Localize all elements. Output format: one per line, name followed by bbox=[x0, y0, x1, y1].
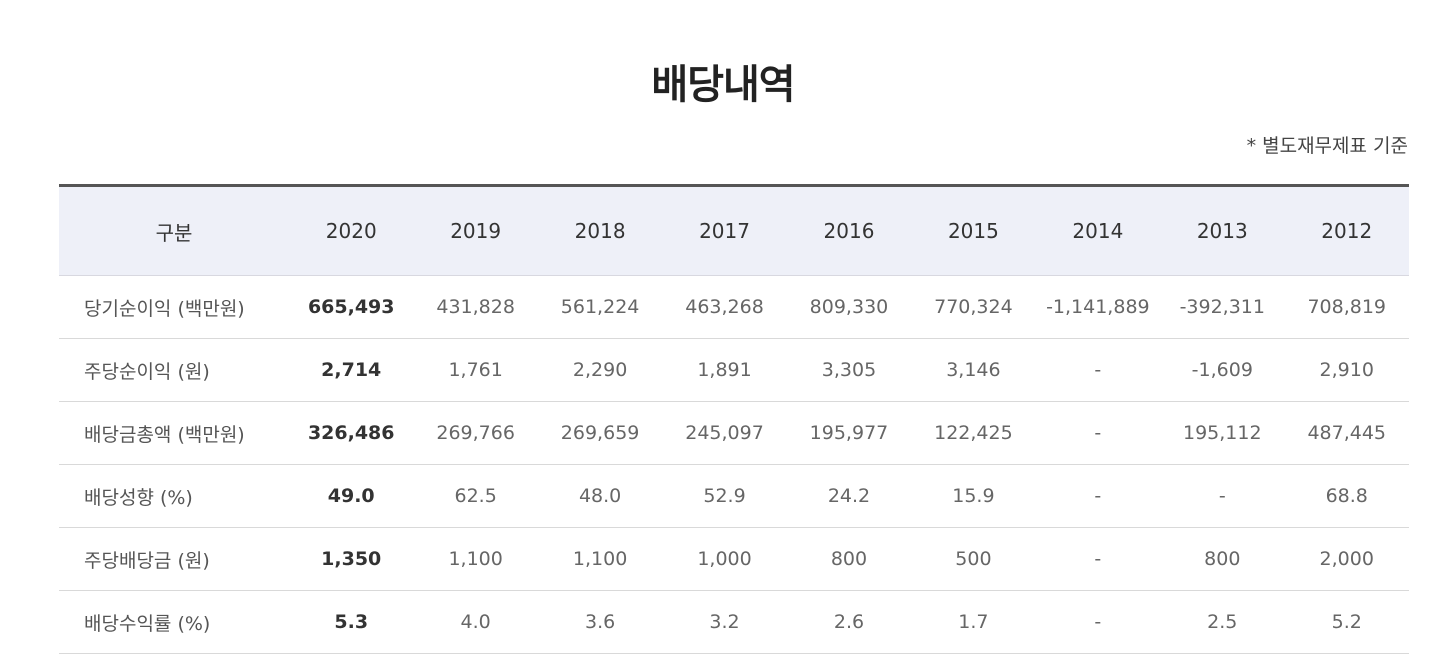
table-cell: 500 bbox=[955, 548, 992, 570]
row-label: 배당수익률 (%) bbox=[84, 612, 211, 635]
table-row-payout-ratio: 배당성향 (%) 49.0 62.5 48.0 52.9 24.2 15.9 -… bbox=[59, 465, 1409, 528]
table-cell: 49.0 bbox=[327, 485, 375, 507]
table-cell: 1,000 bbox=[697, 548, 752, 570]
header-year: 2013 bbox=[1196, 219, 1248, 243]
table-cell: 2.5 bbox=[1207, 611, 1238, 633]
table-cell: 2,714 bbox=[321, 359, 382, 381]
table-cell: 2,000 bbox=[1319, 548, 1374, 570]
table-header-row: 구분 2020 2019 2018 2017 2016 2015 2014 20… bbox=[59, 185, 1409, 276]
table-cell: 665,493 bbox=[307, 296, 395, 318]
table-row-eps: 주당순이익 (원) 2,714 1,761 2,290 1,891 3,305 … bbox=[59, 339, 1409, 402]
header-year: 2015 bbox=[947, 219, 999, 243]
header-year: 2019 bbox=[450, 219, 502, 243]
basis-note: * 별도재무제표 기준 bbox=[1246, 135, 1408, 157]
table-cell: 463,268 bbox=[685, 296, 764, 318]
table-cell: 24.2 bbox=[827, 485, 871, 507]
table-cell: 326,486 bbox=[307, 422, 395, 444]
table-row-dividend-yield: 배당수익률 (%) 5.3 4.0 3.6 3.2 2.6 1.7 - 2.5 … bbox=[59, 591, 1409, 654]
table-cell: 1,350 bbox=[321, 548, 382, 570]
table-cell: 195,977 bbox=[809, 422, 889, 444]
row-label: 당기순이익 (백만원) bbox=[84, 297, 245, 320]
header-year: 2017 bbox=[699, 219, 750, 243]
row-label: 배당금총액 (백만원) bbox=[84, 423, 245, 446]
table-cell: 122,425 bbox=[934, 422, 1013, 444]
header-year: 2012 bbox=[1321, 219, 1373, 243]
row-label: 주당순이익 (원) bbox=[84, 360, 210, 383]
header-year: 2020 bbox=[325, 219, 377, 243]
table-cell: - bbox=[1218, 485, 1226, 507]
table-cell: 68.8 bbox=[1325, 485, 1368, 507]
table-cell: -1,609 bbox=[1191, 359, 1253, 381]
table-cell: - bbox=[1094, 422, 1102, 444]
page-title: 배당내역 bbox=[651, 61, 795, 108]
row-label: 배당성향 (%) bbox=[84, 486, 193, 509]
table-cell: 3,305 bbox=[821, 359, 877, 381]
table-cell: 62.5 bbox=[454, 485, 497, 507]
table-cell: 3.2 bbox=[709, 611, 740, 633]
table-cell: 4.0 bbox=[460, 611, 491, 633]
table-cell: 2,910 bbox=[1319, 359, 1374, 381]
table-cell: 52.9 bbox=[703, 485, 746, 507]
table-cell: -1,141,889 bbox=[1046, 296, 1150, 318]
table-cell: -392,311 bbox=[1179, 296, 1265, 318]
table-cell: 561,224 bbox=[560, 296, 640, 318]
table-row-total-dividend: 배당금총액 (백만원) 326,486 269,766 269,659 245,… bbox=[59, 402, 1409, 465]
table-cell: 48.0 bbox=[578, 485, 622, 507]
table-cell: 809,330 bbox=[809, 296, 889, 318]
table-cell: 2.6 bbox=[833, 611, 865, 633]
table-cell: 1,891 bbox=[697, 359, 752, 381]
table-cell: 269,766 bbox=[436, 422, 515, 444]
table-cell: 269,659 bbox=[560, 422, 640, 444]
table-cell: 770,324 bbox=[934, 296, 1013, 318]
row-label: 주당배당금 (원) bbox=[84, 549, 210, 572]
table-cell: - bbox=[1094, 359, 1102, 381]
table-cell: - bbox=[1094, 485, 1102, 507]
table-cell: - bbox=[1094, 548, 1102, 570]
table-cell: 3.6 bbox=[584, 611, 616, 633]
header-year: 2016 bbox=[823, 219, 875, 243]
table-cell: 487,445 bbox=[1307, 422, 1387, 444]
table-cell: 800 bbox=[1204, 548, 1241, 570]
table-cell: 195,112 bbox=[1182, 422, 1262, 444]
table-cell: 2,290 bbox=[572, 359, 628, 381]
table-cell: 708,819 bbox=[1307, 296, 1387, 318]
dividend-table: 구분 2020 2019 2018 2017 2016 2015 2014 20… bbox=[59, 184, 1409, 654]
table-row-net-income: 당기순이익 (백만원) 665,493 431,828 561,224 463,… bbox=[59, 276, 1409, 339]
table-cell: 1,761 bbox=[448, 359, 503, 381]
table-cell: 800 bbox=[830, 548, 868, 570]
table-cell: - bbox=[1094, 611, 1102, 633]
table-cell: 15.9 bbox=[952, 485, 995, 507]
table-cell: 5.2 bbox=[1331, 611, 1362, 633]
table-cell: 5.3 bbox=[334, 611, 369, 633]
table-cell: 431,828 bbox=[436, 296, 515, 318]
table-cell: 3,146 bbox=[946, 359, 1001, 381]
table-cell: 1,100 bbox=[572, 548, 628, 570]
table-row-dps: 주당배당금 (원) 1,350 1,100 1,100 1,000 800 50… bbox=[59, 528, 1409, 591]
table-cell: 1,100 bbox=[448, 548, 503, 570]
header-label: 구분 bbox=[155, 220, 193, 245]
table-cell: 1.7 bbox=[958, 611, 989, 633]
header-year: 2014 bbox=[1072, 219, 1124, 243]
table-cell: 245,097 bbox=[685, 422, 764, 444]
header-year: 2018 bbox=[574, 219, 626, 243]
